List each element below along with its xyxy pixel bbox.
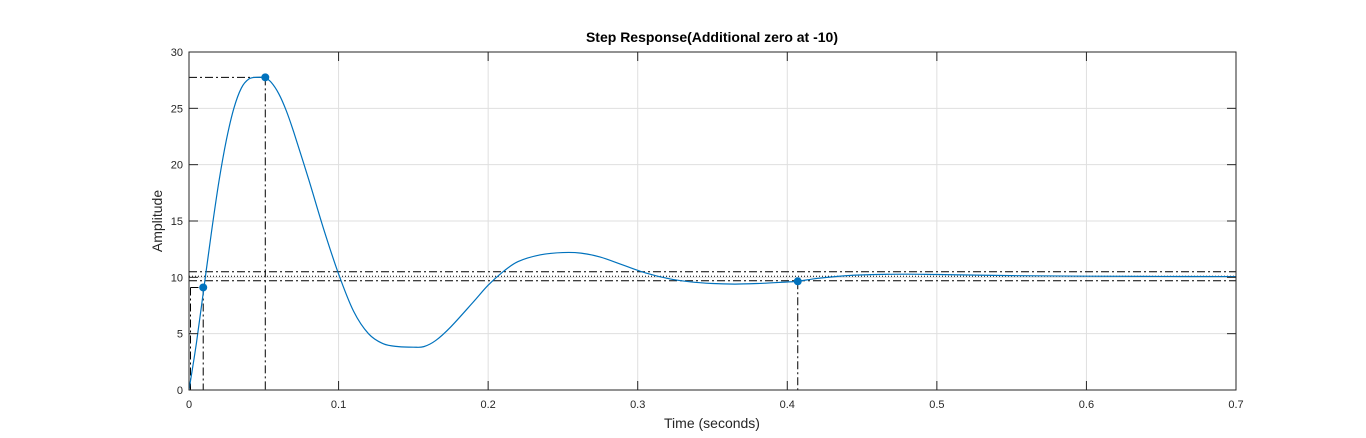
y-tick-labels: 0 5 10 15 20 25 30 xyxy=(171,47,183,397)
x-tick-label: 0.2 xyxy=(480,399,495,411)
x-tick-label: 0.3 xyxy=(630,399,645,411)
chart-title: Step Response(Additional zero at -10) xyxy=(586,29,838,45)
y-tick-label: 0 xyxy=(177,385,183,397)
grid-lines xyxy=(189,52,1236,390)
step-response-line xyxy=(188,76,1237,391)
characteristic-points xyxy=(199,73,802,292)
tick-marks xyxy=(188,51,1237,391)
settling-time-point[interactable] xyxy=(793,277,802,286)
x-tick-label: 0.4 xyxy=(780,399,795,411)
y-tick-label: 10 xyxy=(171,272,183,284)
x-tick-label: 0.6 xyxy=(1079,399,1094,411)
series-layer xyxy=(188,76,1237,391)
y-tick-label: 25 xyxy=(171,103,183,115)
y-tick-label: 5 xyxy=(177,329,183,341)
x-tick-label: 0.7 xyxy=(1228,399,1243,411)
x-tick-labels: 0 0.1 0.2 0.3 0.4 0.5 0.6 0.7 xyxy=(186,399,1244,411)
y-tick-label: 20 xyxy=(171,160,183,172)
rise-time-point[interactable] xyxy=(199,283,208,292)
y-tick-label: 30 xyxy=(171,47,183,59)
x-tick-label: 0 xyxy=(186,399,192,411)
x-axis-label: Time (seconds) xyxy=(664,415,760,431)
peak-response-point[interactable] xyxy=(261,73,270,82)
x-tick-label: 0.5 xyxy=(929,399,944,411)
characteristic-markers xyxy=(189,76,1236,390)
y-tick-label: 15 xyxy=(171,216,183,228)
y-axis-label: Amplitude xyxy=(149,190,165,252)
x-tick-label: 0.1 xyxy=(331,399,346,411)
